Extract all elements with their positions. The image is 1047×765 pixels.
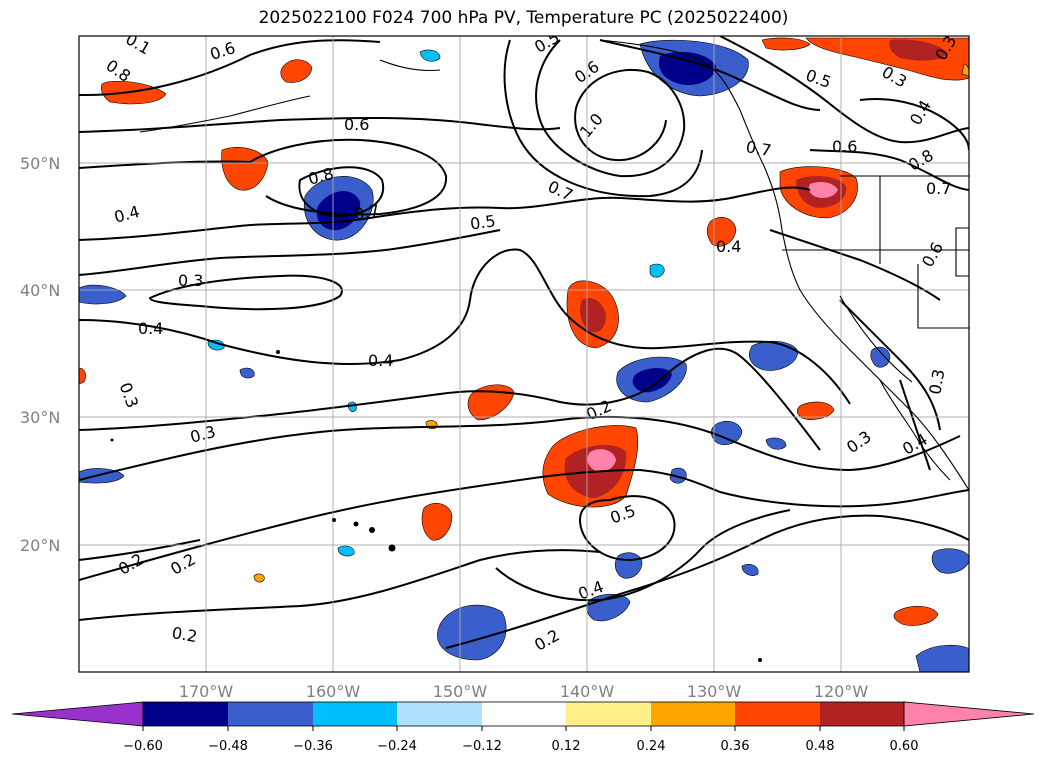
longitude-labels: 170°W 160°W 150°W 140°W 130°W 120°W — [179, 682, 869, 701]
contour-label: 0.3 — [178, 271, 203, 290]
colorbar-bin — [313, 702, 397, 726]
contour-label: 0.7 — [926, 179, 951, 198]
latitude-labels: 50°N 40°N 30°N 20°N — [20, 154, 60, 555]
colorbar-tick-label: 0.60 — [890, 739, 919, 754]
lon-label: 120°W — [814, 682, 869, 701]
lat-label: 20°N — [20, 536, 60, 555]
colorbar-tick-label: 0.12 — [552, 739, 581, 754]
lat-label: 30°N — [20, 408, 60, 427]
lat-label: 40°N — [20, 281, 60, 300]
map-area: 0.6 0.8 0.6 0.7 0.1 0.8 0.7 0.5 0.4 0.3 … — [79, 36, 969, 672]
contour-label: 0.6 — [832, 137, 857, 156]
colorbar-max-extend — [903, 701, 1035, 727]
colorbar-tick-label: −0.60 — [123, 739, 163, 754]
lon-label: 140°W — [560, 682, 615, 701]
contour-label: 0.5 — [469, 211, 497, 233]
contour-label: 0.4 — [716, 237, 741, 256]
colorbar-tick-label: −0.36 — [293, 739, 333, 754]
colorbar-bin — [735, 702, 820, 726]
colorbar-tick-label: 0.36 — [721, 739, 750, 754]
contour-label: 0.7 — [353, 201, 381, 224]
colorbar-bin — [651, 702, 735, 726]
contour-label: 0.2 — [170, 623, 198, 646]
colorbar-bin — [397, 702, 482, 726]
colorbar-min-extend — [11, 701, 144, 727]
map-title: 2025022100 F024 700 hPa PV, Temperature … — [258, 8, 789, 28]
lat-label: 50°N — [20, 154, 60, 173]
colorbar-bin — [228, 702, 313, 726]
colorbar-bin — [143, 702, 228, 726]
contour-label: 0.4 — [368, 351, 393, 370]
lon-label: 130°W — [687, 682, 742, 701]
colorbar-tick-label: −0.12 — [462, 739, 502, 754]
lon-label: 150°W — [433, 682, 488, 701]
lon-label: 160°W — [306, 682, 361, 701]
colorbar: −0.60 −0.48 −0.36 −0.24 −0.12 0.12 0.24 … — [11, 701, 1035, 754]
colorbar-bin — [566, 702, 651, 726]
contour-labels: 0.6 0.8 0.6 0.7 0.1 0.8 0.7 0.5 0.4 0.3 … — [102, 36, 960, 655]
coastlines — [139, 39, 969, 491]
lon-label: 170°W — [179, 682, 234, 701]
contour-label: 0.6 — [344, 115, 369, 134]
islands — [110, 350, 762, 662]
map-gridlines — [79, 36, 969, 672]
pv-contours — [79, 36, 969, 649]
contour-label: 0.4 — [138, 319, 163, 338]
contour-label: 0.7 — [744, 137, 772, 160]
colorbar-tick-label: −0.24 — [377, 739, 417, 754]
map-frame — [78, 35, 970, 673]
colorbar-ticks — [142, 726, 905, 731]
colorbar-bin — [820, 702, 904, 726]
colorbar-tick-label: 0.48 — [806, 739, 835, 754]
colorbar-tick-label: 0.24 — [637, 739, 666, 754]
colorbar-bin — [482, 702, 566, 726]
contour-label: 0.3 — [925, 368, 948, 396]
colorbar-outline — [142, 701, 905, 727]
colorbar-tick-label: −0.48 — [208, 739, 248, 754]
